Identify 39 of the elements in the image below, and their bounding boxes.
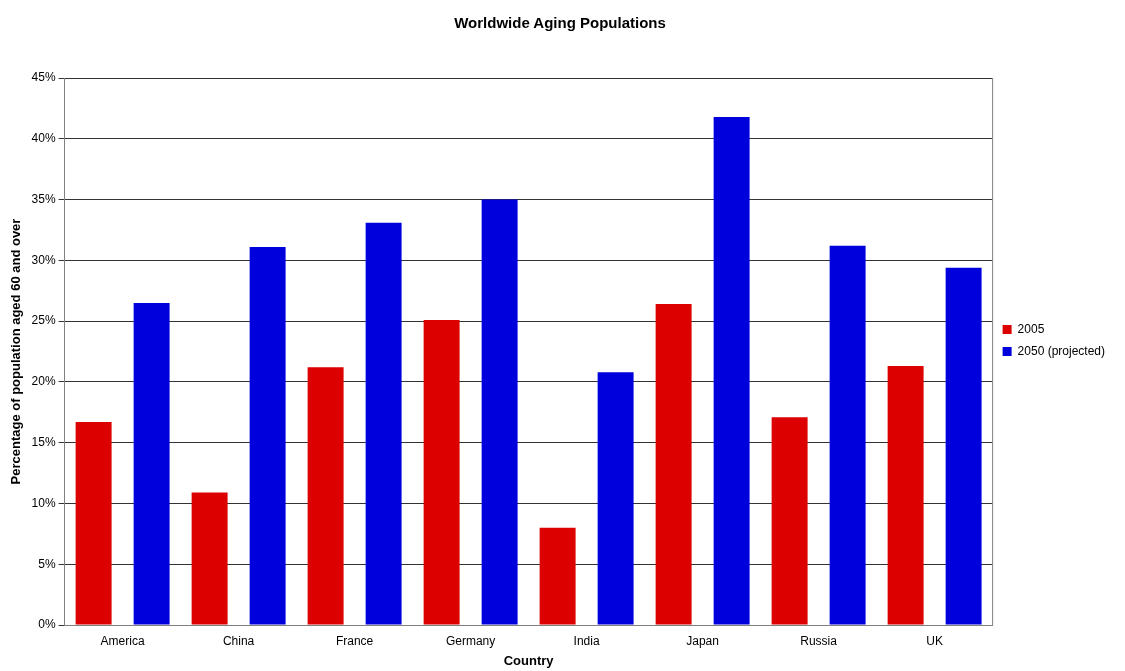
x-tick-label: Germany <box>445 633 496 648</box>
y-tick-label: 35% <box>31 191 56 206</box>
chart-title: Worldwide Aging Populations <box>454 14 666 32</box>
x-tick-label: France <box>335 633 374 648</box>
legend-label: 2050 (projected) <box>1017 343 1105 358</box>
y-tick-label: 25% <box>31 313 56 328</box>
x-tick-label: America <box>100 633 145 648</box>
y-tick-label: 0% <box>38 617 56 632</box>
x-tick-label: China <box>222 633 255 648</box>
y-tick-label: 30% <box>31 252 56 267</box>
bar <box>829 245 866 625</box>
y-tick-label: 20% <box>31 374 56 389</box>
bar <box>307 367 344 625</box>
y-tick-label: 10% <box>31 495 56 510</box>
y-tick-label: 5% <box>38 556 56 571</box>
bar <box>481 199 518 625</box>
x-tick-label: UK <box>926 633 943 648</box>
bar <box>655 304 692 625</box>
bar <box>191 492 228 625</box>
bar <box>249 246 286 625</box>
y-axis-title: Percentage of population aged 60 and over <box>8 218 24 485</box>
x-tick-label: India <box>573 633 600 648</box>
bar <box>945 267 982 625</box>
legend-label: 2005 <box>1017 321 1045 336</box>
bar <box>365 222 402 625</box>
bar <box>887 366 924 625</box>
bar <box>713 116 750 625</box>
bar <box>75 422 112 625</box>
bar <box>133 302 170 625</box>
bar <box>597 372 634 625</box>
x-tick-label: Japan <box>686 633 719 648</box>
y-tick-label: 15% <box>31 434 56 449</box>
x-tick-label: Russia <box>800 633 838 648</box>
bar <box>771 417 808 625</box>
bar <box>539 527 576 625</box>
y-tick-label: 45% <box>31 70 56 85</box>
bar <box>423 319 460 625</box>
y-tick-label: 40% <box>31 131 56 146</box>
x-axis-title: Country <box>503 652 555 668</box>
